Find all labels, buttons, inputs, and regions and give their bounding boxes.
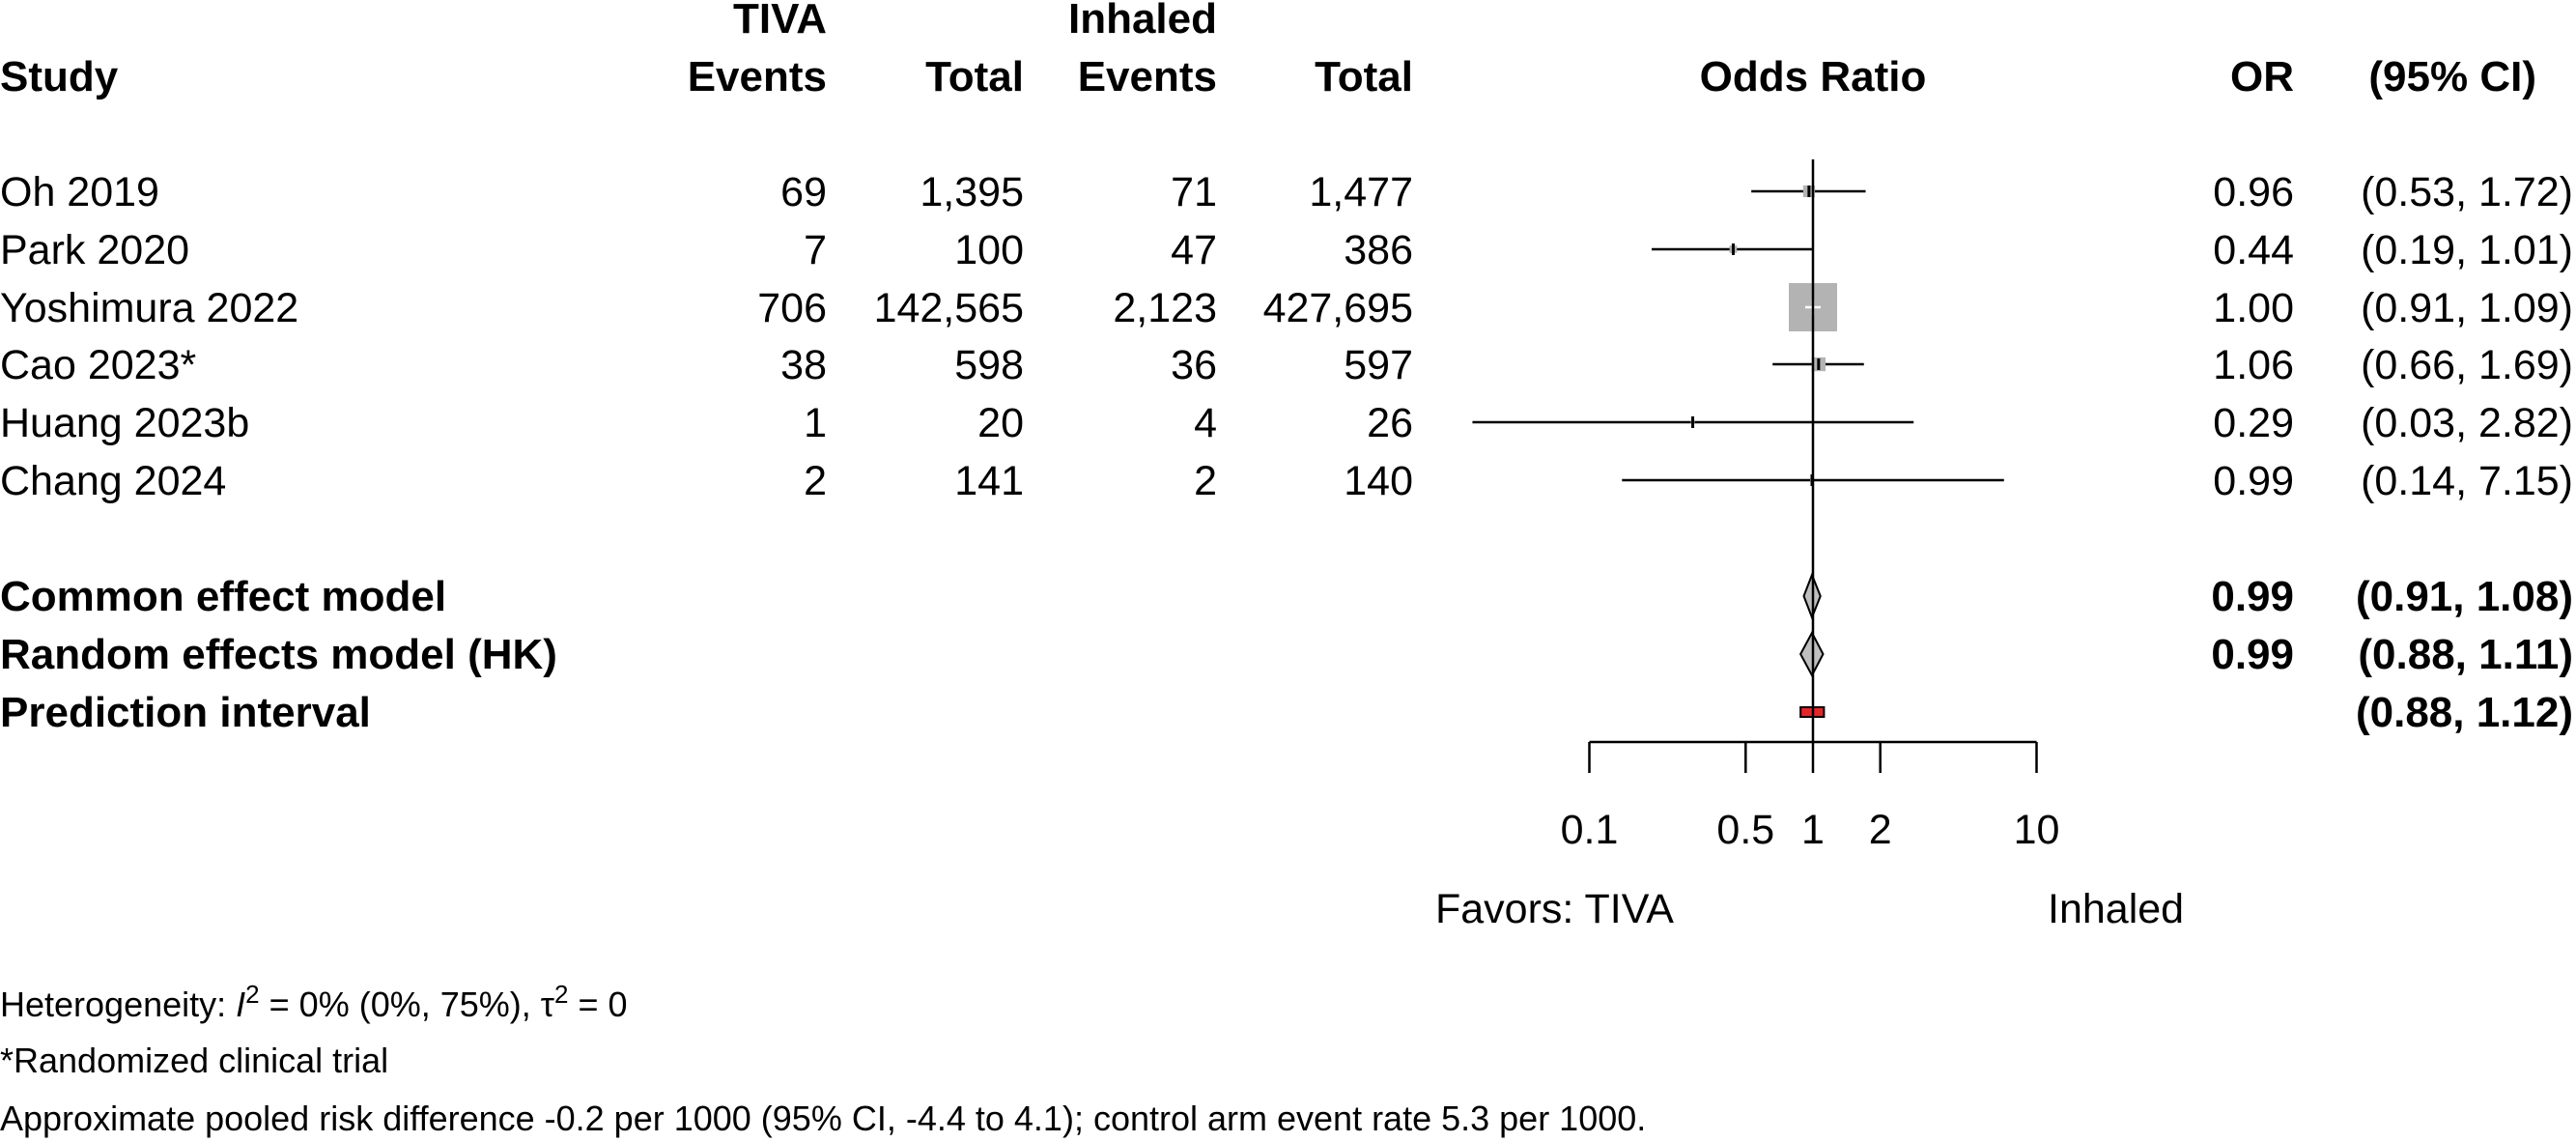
inhaled-total: 1,477 [1309,169,1413,215]
tiva-events: 706 [757,285,827,331]
header-odds-ratio: Odds Ratio [1700,53,1927,100]
inhaled-events: 47 [1171,227,1217,273]
tiva-total: 1,395 [920,169,1024,215]
tiva-total: 142,565 [874,285,1024,331]
header-group2: Inhaled [1068,0,1217,43]
x-tick-label: 2 [1869,807,1892,853]
header-or: OR [2230,53,2294,100]
pooled-ci: (0.91, 1.08) [2356,573,2573,620]
i-squared-value: = 0% (0%, 75%), [260,985,541,1024]
tiva-total: 20 [977,400,1024,446]
tiva-events: 38 [780,342,827,388]
header-ci: (95% CI) [2368,53,2536,100]
tiva-total: 141 [954,458,1024,504]
inhaled-total: 26 [1367,400,1413,446]
i-squared-sup: 2 [245,980,259,1009]
study-name: Oh 2019 [0,169,159,215]
inhaled-total: 140 [1344,458,1413,504]
study-name: Chang 2024 [0,458,226,504]
ci-value: (0.03, 2.82) [2361,400,2573,446]
or-value: 0.29 [2213,400,2294,446]
pooled-or: 0.99 [2211,573,2294,620]
ci-value: (0.14, 7.15) [2361,458,2573,504]
or-value: 1.06 [2213,342,2294,388]
inhaled-events: 36 [1171,342,1217,388]
favors-left-label: Favors: TIVA [1435,886,1674,932]
risk-difference-note: Approximate pooled risk difference -0.2 … [0,1099,1646,1138]
footnotes: Heterogeneity: I2 = 0% (0%, 75%), τ2 = 0… [0,980,1646,1138]
prediction-ci: (0.88, 1.12) [2356,689,2573,736]
header-events-1: Events [688,53,827,100]
study-rows: Oh 2019 69 1,395 71 1,477 0.96 (0.53, 1.72)Par… [0,169,2573,736]
tiva-events: 1 [804,400,827,446]
ci-value: (0.19, 1.01) [2361,227,2573,273]
header-total-2: Total [1315,53,1413,100]
inhaled-total: 427,695 [1263,285,1413,331]
header-group1: TIVA [733,0,827,43]
or-value: 0.44 [2213,227,2294,273]
ci-value: (0.91, 1.09) [2361,285,2573,331]
inhaled-events: 71 [1171,169,1217,215]
tiva-total: 598 [954,342,1024,388]
inhaled-events: 4 [1194,400,1217,446]
or-value: 0.99 [2213,458,2294,504]
tau-squared-sup: 2 [554,980,568,1009]
header-events-2: Events [1078,53,1217,100]
pooled-or: 0.99 [2211,631,2294,678]
ci-value: (0.53, 1.72) [2361,169,2573,215]
prediction-name: Prediction interval [0,689,371,736]
pooled-name: Common effect model [0,573,446,620]
tau-squared-symbol: τ [541,985,554,1024]
x-tick-label: 0.1 [1561,807,1619,853]
pooled-ci: (0.88, 1.11) [2358,631,2573,678]
heterogeneity-note: Heterogeneity: I2 = 0% (0%, 75%), τ2 = 0 [0,980,628,1024]
inhaled-events: 2,123 [1113,285,1217,331]
study-name: Cao 2023* [0,342,196,388]
study-name: Yoshimura 2022 [0,285,298,331]
x-tick-label: 10 [2014,807,2060,853]
header-study: Study [0,53,119,100]
inhaled-total: 386 [1344,227,1413,273]
header-total-1: Total [925,53,1024,100]
plot-area: 0.1 0.5 1 2 10 Favors: TIVA Inhaled [1435,159,2184,932]
heterogeneity-prefix: Heterogeneity: [0,985,236,1024]
column-headers: TIVA Inhaled Study Events Total Events T… [0,0,2536,100]
x-tick-label: 1 [1801,807,1825,853]
tau-squared-value: = 0 [568,985,627,1024]
pooled-name: Random effects model (HK) [0,631,557,678]
ci-value: (0.66, 1.69) [2361,342,2573,388]
inhaled-events: 2 [1194,458,1217,504]
tiva-total: 100 [954,227,1024,273]
x-tick-label: 0.5 [1716,807,1774,853]
favors-right-label: Inhaled [2048,886,2184,932]
rct-note: *Randomized clinical trial [0,1041,388,1080]
tiva-events: 7 [804,227,827,273]
tiva-events: 2 [804,458,827,504]
i-squared-symbol: I [236,985,245,1024]
or-value: 1.00 [2213,285,2294,331]
study-name: Park 2020 [0,227,189,273]
or-value: 0.96 [2213,169,2294,215]
study-name: Huang 2023b [0,400,249,446]
inhaled-total: 597 [1344,342,1413,388]
tiva-events: 69 [780,169,827,215]
